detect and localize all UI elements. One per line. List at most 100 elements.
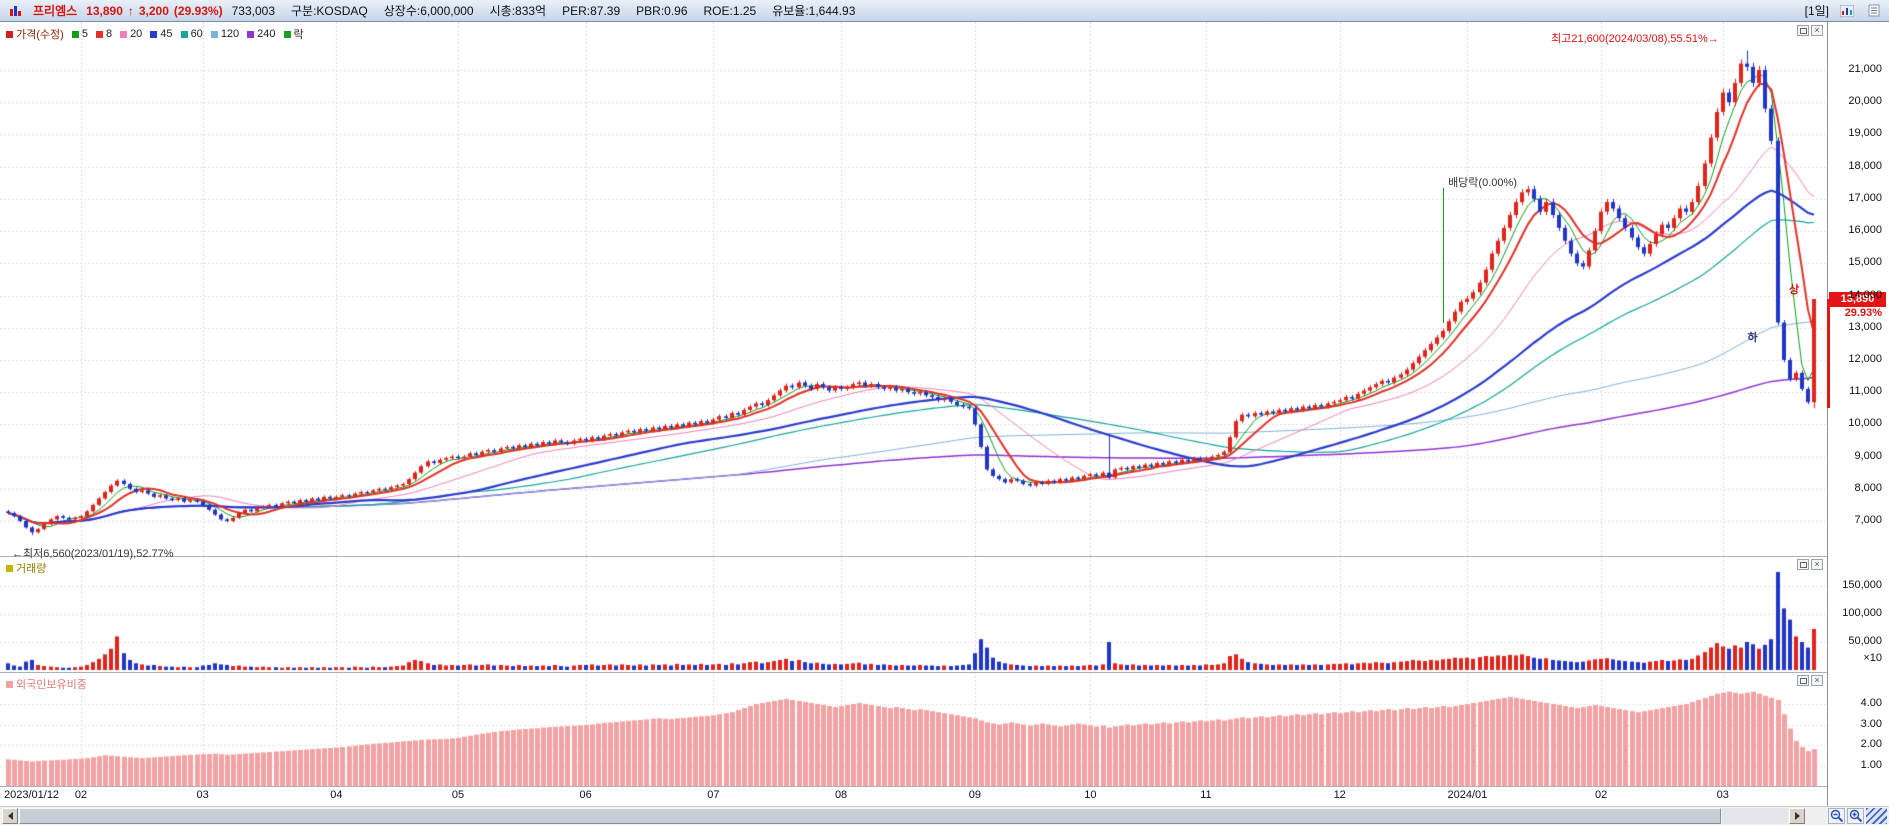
pane-close-button[interactable]: ×	[1811, 559, 1823, 570]
foreign-ownership-canvas[interactable]	[0, 672, 1827, 786]
pane-restore-button[interactable]	[1797, 675, 1809, 686]
volume-chart-canvas[interactable]	[0, 556, 1827, 672]
volume-pane-title: 거래량	[6, 560, 46, 576]
price-chart-canvas[interactable]	[0, 22, 1827, 556]
chart-tool-icon[interactable]	[1838, 3, 1856, 19]
pane-close-button[interactable]: ×	[1811, 675, 1823, 686]
legend-ma-락[interactable]: 락	[283, 26, 304, 42]
upper-limit-marker: 상	[1789, 284, 1800, 297]
price-axis-label: 21,000	[1848, 63, 1882, 75]
legend-ma-8[interactable]: 8	[95, 28, 113, 40]
legend-ma-5[interactable]: 5	[71, 28, 88, 40]
foreign-axis-label: 3.00	[1860, 717, 1882, 730]
price-axis-label: 13,000	[1848, 320, 1882, 333]
stock-name: 프리엠스	[33, 4, 78, 18]
stat-pbr: PBR:0.96	[636, 3, 688, 18]
period-label[interactable]: [1일]	[1804, 4, 1829, 18]
scrollbar-thumb[interactable]	[19, 808, 1721, 824]
volume-title-label: 거래량	[16, 563, 47, 575]
x-axis-label: 09	[968, 789, 981, 801]
pane-close-button[interactable]: ×	[1811, 25, 1823, 36]
horizontal-scrollbar	[0, 806, 1889, 825]
axis-day-range-bar	[1827, 299, 1830, 409]
x-axis-label: 03	[196, 789, 209, 801]
current-price: 13,890	[86, 3, 123, 18]
y-axis-separator	[1827, 22, 1828, 806]
foreign-pane-title: 외국인보유비중	[6, 676, 87, 692]
price-axis-label: 7,000	[1854, 514, 1882, 526]
foreign-title-label: 외국인보유비중	[16, 679, 87, 691]
zoom-out-button[interactable]	[1828, 808, 1845, 824]
legend-ma-20[interactable]: 20	[120, 28, 142, 40]
legend-ma-240[interactable]: 240	[247, 28, 276, 40]
price-axis-label: 17,000	[1848, 191, 1882, 204]
legend-ma-45[interactable]: 45	[150, 28, 173, 40]
legend-ma-label: 240	[257, 28, 276, 40]
change-arrow-icon: ↑	[127, 3, 134, 18]
legend-ma-label: 8	[105, 28, 113, 40]
price-pane-buttons: ×	[1797, 25, 1823, 36]
today-volume: 733,003	[231, 3, 275, 18]
pane-divider	[0, 556, 1827, 557]
price-axis-label: 10,000	[1848, 417, 1882, 430]
price-axis-label: 19,000	[1848, 127, 1882, 140]
scroll-left-button[interactable]	[2, 808, 18, 824]
x-axis-label: 10	[1084, 789, 1097, 801]
x-axis-label: 08	[834, 789, 848, 801]
volume-axis-label: 50,000	[1848, 635, 1882, 647]
pane-divider	[0, 672, 1827, 673]
resize-grip[interactable]	[1866, 808, 1887, 824]
stat-reserve-ratio: 유보율:1,644.93	[772, 4, 856, 18]
legend-color-swatch	[120, 30, 128, 38]
title-bar: 프리엠스 13,890 ↑ 3,200 (29.93%) 733,003 구분:…	[0, 0, 1889, 22]
foreign-legend-icon	[6, 680, 13, 688]
price-legend-icon	[6, 30, 13, 38]
legend-ma-120[interactable]: 120	[210, 28, 240, 40]
legend-ma-label: 락	[293, 29, 304, 41]
price-axis-label: 14,000	[1848, 288, 1882, 301]
lower-limit-marker: 하	[1747, 332, 1758, 345]
x-axis-label: 06	[579, 789, 592, 801]
low-price-annotation: ←최저6,560(2023/01/19),52.77%	[12, 548, 174, 561]
x-axis-label: 12	[1333, 789, 1346, 801]
x-axis-label: 2024/01	[1447, 789, 1488, 801]
legend-ma-label: 5	[81, 28, 88, 40]
stat-market: 구분:KOSDAQ	[291, 4, 368, 18]
scroll-right-button[interactable]	[1789, 808, 1805, 824]
price-axis-label: 18,000	[1848, 159, 1882, 172]
foreign-axis-label: 2.00	[1860, 738, 1882, 750]
volume-axis-label: 150,000	[1842, 579, 1882, 591]
stat-listed-shares: 상장수:6,000,000	[383, 4, 474, 18]
current-price-badge: 13,890	[1829, 292, 1886, 308]
volume-legend-icon	[6, 564, 13, 572]
legend-price[interactable]: 가격(수정)	[6, 26, 64, 42]
foreign-axis-label: 1.00	[1860, 758, 1882, 771]
x-axis-label: 03	[1716, 789, 1729, 801]
legend-color-swatch	[150, 30, 158, 38]
x-axis-label: 02	[1595, 789, 1608, 801]
window-menu-icon[interactable]	[1865, 3, 1883, 19]
legend-color-swatch	[71, 30, 79, 38]
scrollbar-track[interactable]	[1722, 808, 1788, 824]
x-axis-label: 11	[1200, 789, 1212, 801]
ex-dividend-annotation: 배당락(0.00%)	[1448, 177, 1517, 189]
x-axis-label: 07	[707, 789, 720, 801]
current-change-percent: 29.93%	[1844, 307, 1882, 320]
legend-color-swatch	[210, 30, 218, 38]
x-axis-label: 05	[451, 789, 465, 801]
pane-restore-button[interactable]	[1797, 559, 1809, 570]
pane-restore-button[interactable]	[1797, 25, 1809, 36]
price-pane-legend: 가격(수정) 5 8 20 45 60 120 240 락	[6, 26, 304, 42]
volume-axis-unit: ×10	[1863, 652, 1882, 664]
legend-ma-60[interactable]: 60	[180, 28, 203, 40]
price-axis-label: 16,000	[1848, 224, 1882, 237]
zoom-in-button[interactable]	[1847, 808, 1864, 824]
legend-ma-label: 120	[220, 28, 240, 40]
change-percent: (29.93%)	[173, 3, 223, 18]
legend-color-swatch	[283, 30, 291, 38]
legend-color-swatch	[247, 30, 255, 38]
legend-ma-label: 60	[190, 28, 203, 40]
legend-ma-label: 45	[160, 28, 173, 40]
stat-per: PER:87.39	[562, 3, 621, 18]
